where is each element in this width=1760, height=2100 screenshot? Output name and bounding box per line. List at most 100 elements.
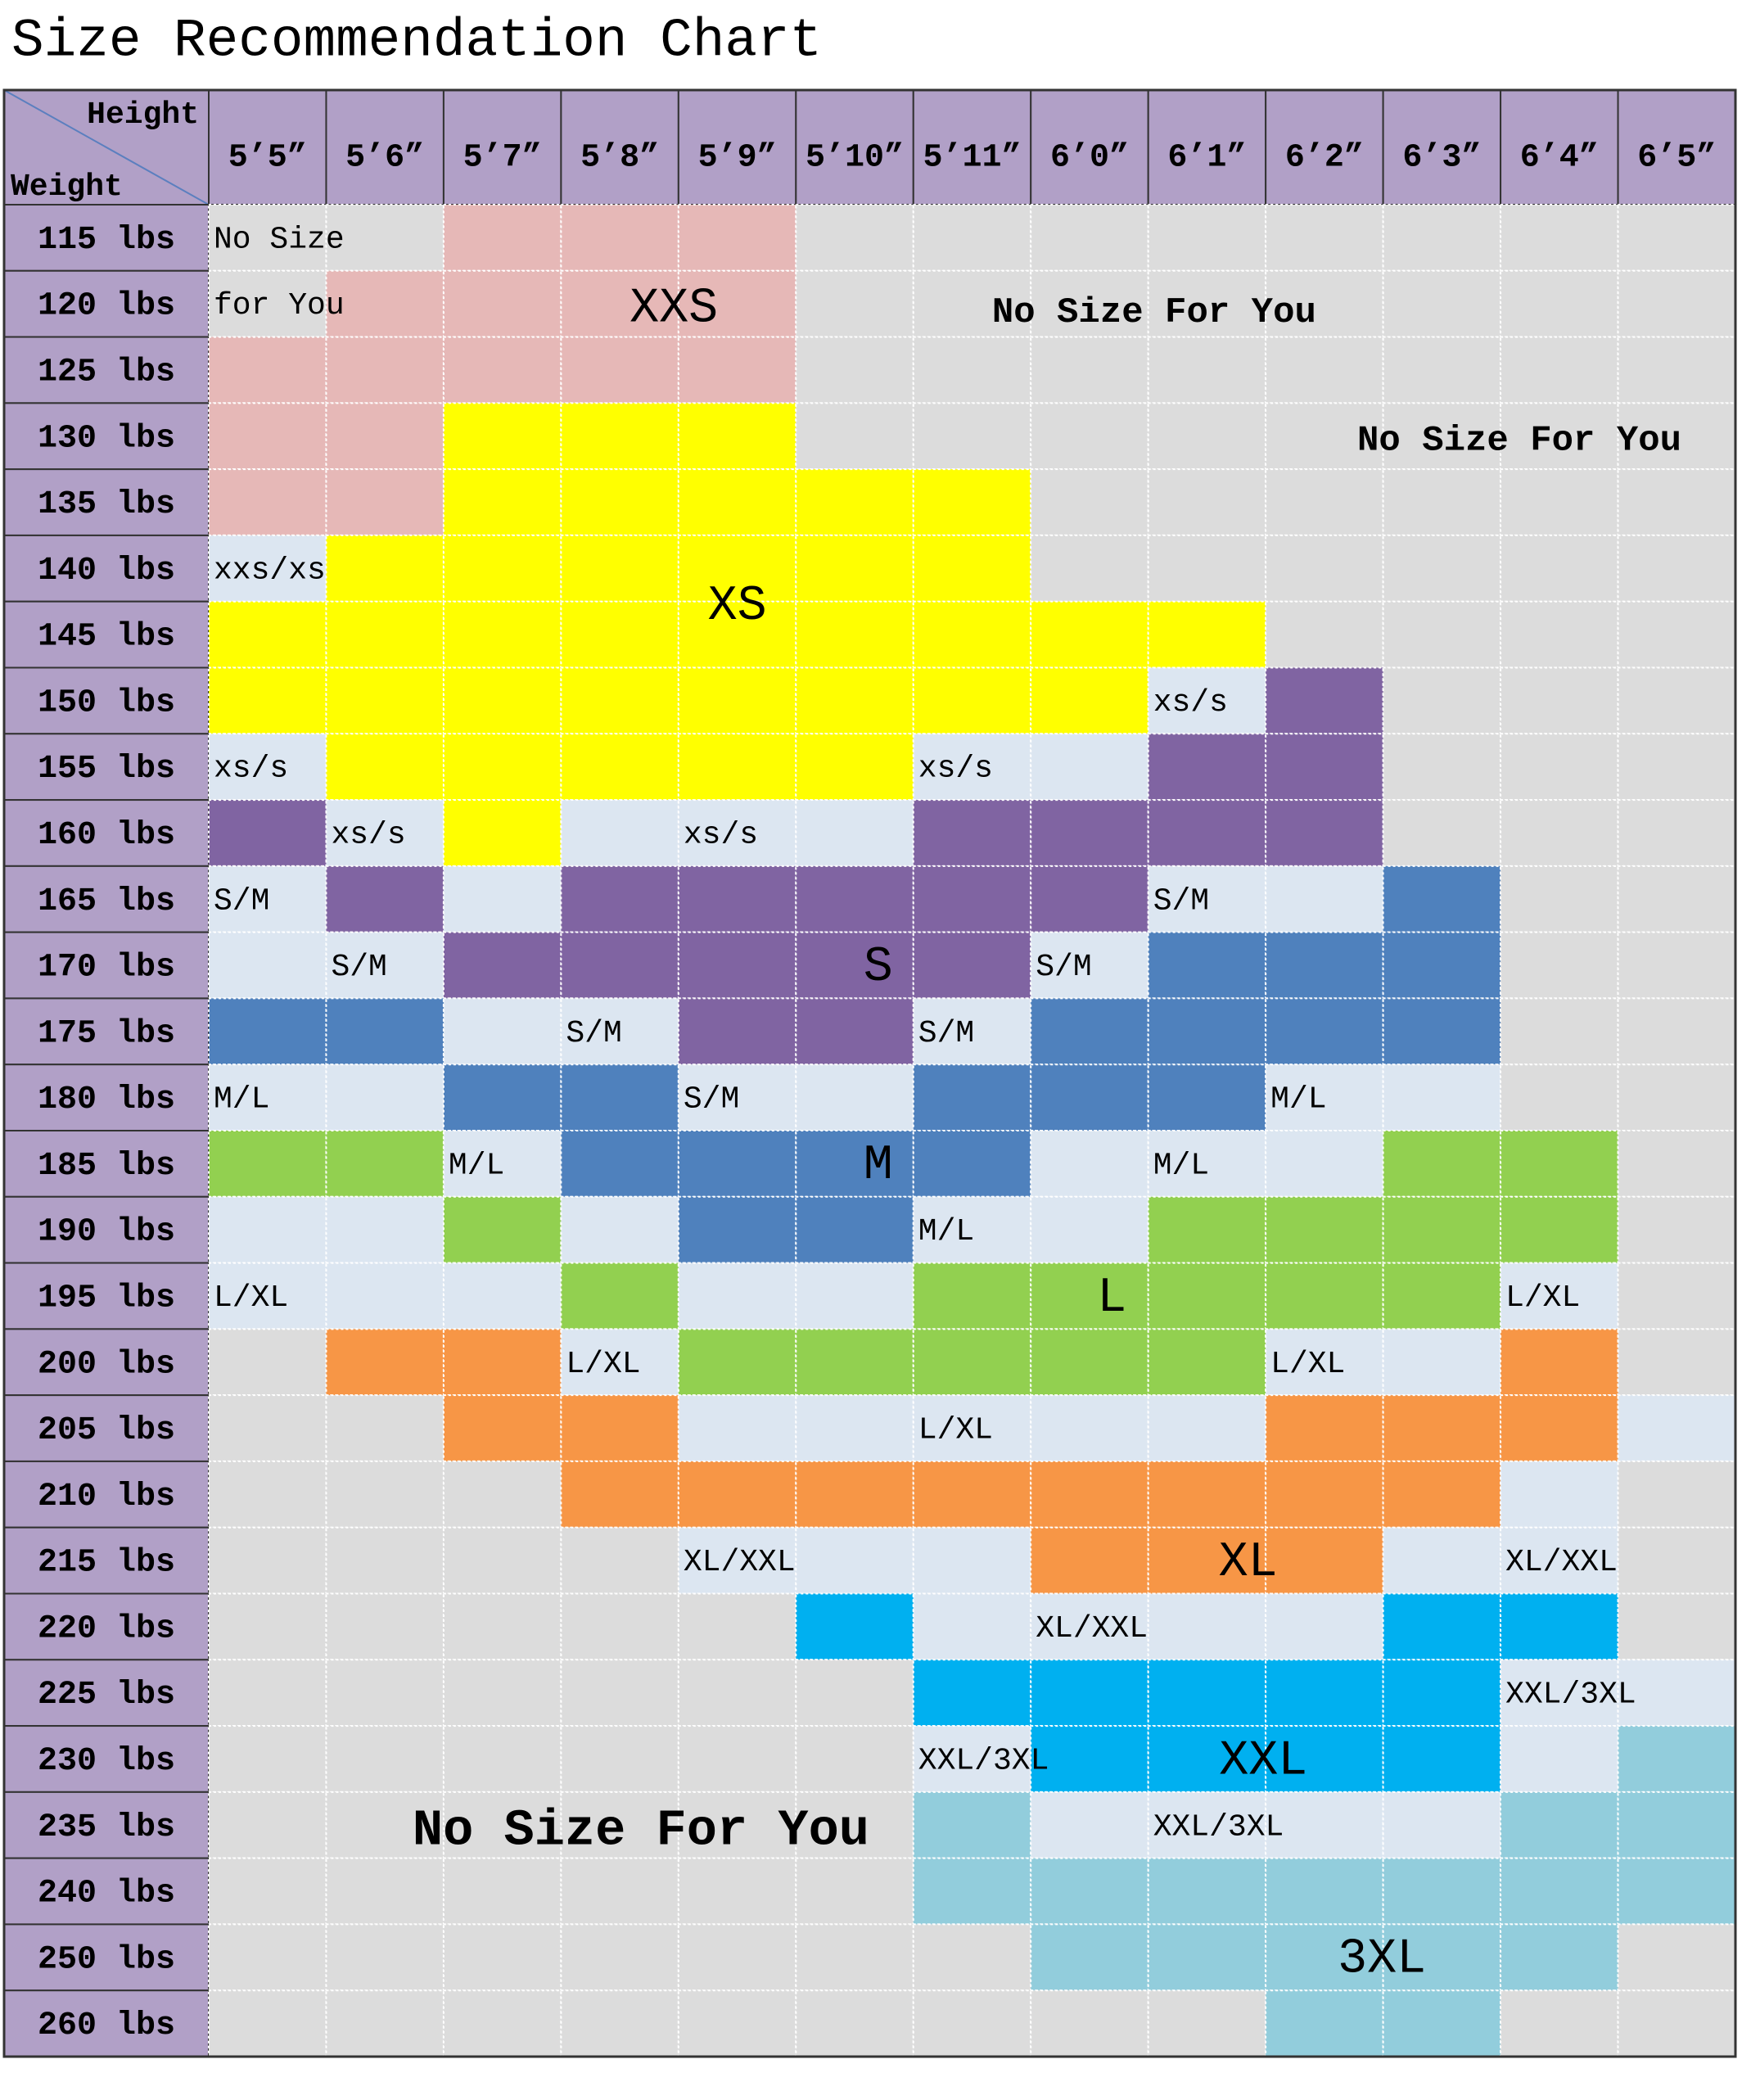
height-header <box>208 89 327 205</box>
height-header <box>1500 89 1619 205</box>
size-cell <box>1147 1725 1267 1793</box>
size-cell <box>442 204 562 272</box>
cell-label: xs/s <box>214 752 288 787</box>
size-cell <box>325 1923 445 1992</box>
size-cell <box>1147 1262 1267 1330</box>
size-cell <box>1030 600 1149 669</box>
size-cell <box>1617 1791 1736 1859</box>
size-cell <box>208 997 327 1066</box>
size-cell <box>1030 204 1149 272</box>
size-cell <box>325 1659 445 1727</box>
size-cell <box>795 1064 914 1131</box>
cell-label: M/L <box>449 1148 504 1183</box>
size-cell <box>325 468 445 536</box>
size-cell <box>1147 1195 1267 1264</box>
size-cell <box>442 865 562 933</box>
size-cell <box>912 269 1032 338</box>
size-cell <box>442 1130 562 1198</box>
size-cell <box>560 1923 679 1992</box>
size-cell <box>677 1195 797 1264</box>
size-cell <box>1030 402 1149 471</box>
size-cell <box>912 1857 1032 1926</box>
cell-label: L/XL <box>1505 1280 1580 1316</box>
size-cell <box>1147 1791 1267 1859</box>
size-cell <box>1265 1659 1384 1727</box>
weight-label: 175 lbs <box>38 1015 175 1052</box>
cell-label: S/M <box>331 950 386 985</box>
cell-label: M/L <box>1153 1148 1209 1183</box>
size-cell <box>442 1328 562 1397</box>
size-cell <box>1617 1989 1736 2058</box>
size-cell <box>912 534 1032 603</box>
size-cell <box>1030 1659 1149 1727</box>
size-cell <box>795 1725 914 1793</box>
size-cell <box>677 204 797 272</box>
size-cell <box>677 1592 797 1661</box>
size-cell <box>1617 997 1736 1066</box>
cell-label: xs/s <box>918 752 993 787</box>
size-cell <box>560 269 679 338</box>
size-cell <box>677 600 797 669</box>
size-cell <box>208 1857 327 1926</box>
size-cell <box>1382 1195 1502 1264</box>
cell-label: xxs/xs <box>214 553 326 588</box>
weight-header <box>3 1064 210 1131</box>
size-cell <box>325 402 445 471</box>
size-cell <box>442 799 562 867</box>
size-cell <box>560 1328 679 1397</box>
size-cell <box>1030 666 1149 735</box>
size-cell <box>325 997 445 1066</box>
size-cell <box>560 799 679 867</box>
weight-label: 190 lbs <box>38 1214 175 1251</box>
size-cell <box>1265 666 1384 735</box>
size-cell <box>795 799 914 867</box>
size-cell <box>560 1394 679 1462</box>
height-label: 6’4” <box>1520 140 1599 177</box>
size-cell <box>1500 666 1619 735</box>
size-cell <box>1617 1592 1736 1661</box>
size-cell <box>795 1195 914 1264</box>
size-cell <box>1147 468 1267 536</box>
size-cell <box>677 336 797 404</box>
size-cell <box>208 1460 327 1529</box>
weight-header <box>3 1526 210 1595</box>
size-cell <box>1617 865 1736 933</box>
size-cell <box>795 1659 914 1727</box>
weight-header <box>3 336 210 404</box>
size-cell <box>560 1195 679 1264</box>
size-cell <box>1147 1989 1267 2058</box>
size-cell <box>912 336 1032 404</box>
size-cell <box>1382 534 1502 603</box>
weight-label: 160 lbs <box>38 817 175 854</box>
size-cell <box>560 733 679 802</box>
size-cell <box>795 468 914 536</box>
size-cell <box>795 336 914 404</box>
size-cell <box>795 600 914 669</box>
size-cell <box>442 1064 562 1131</box>
size-cell <box>1617 600 1736 669</box>
size-cell <box>795 1526 914 1595</box>
size-cell <box>1030 336 1149 404</box>
size-cell <box>1265 1328 1384 1397</box>
size-cell <box>1617 1659 1736 1727</box>
size-cell <box>1500 204 1619 272</box>
size-cell <box>560 1130 679 1198</box>
size-cell <box>560 468 679 536</box>
weight-header <box>3 931 210 1000</box>
size-cell <box>442 1725 562 1793</box>
size-cell <box>912 1328 1032 1397</box>
height-label: 5’9” <box>698 140 777 177</box>
size-cell <box>560 1592 679 1661</box>
size-cell <box>1382 1526 1502 1595</box>
size-cell <box>795 931 914 1000</box>
size-cell <box>1617 269 1736 338</box>
size-cell <box>1617 1064 1736 1131</box>
size-cell <box>1500 1923 1619 1992</box>
size-cell <box>912 468 1032 536</box>
height-label: 6’3” <box>1402 140 1481 177</box>
size-cell <box>442 1460 562 1529</box>
size-cell <box>442 1262 562 1330</box>
size-cell <box>325 1394 445 1462</box>
size-cell <box>560 1659 679 1727</box>
size-cell <box>1265 1262 1384 1330</box>
